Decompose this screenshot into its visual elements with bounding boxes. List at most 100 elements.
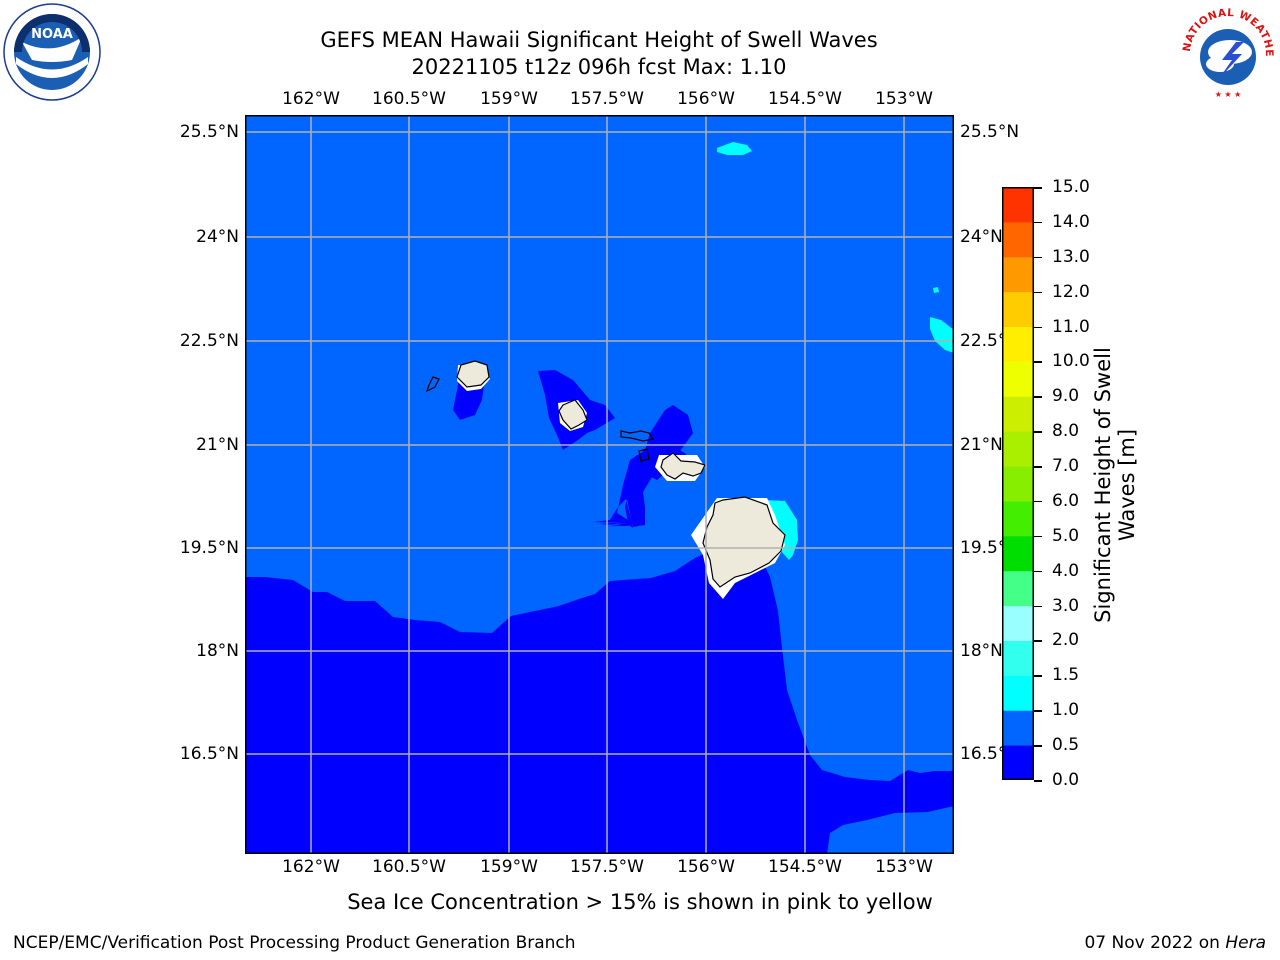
colorbar-tick-label: 15.0 bbox=[1052, 177, 1090, 197]
lon-label-bottom-162w: 162°W bbox=[282, 857, 340, 877]
colorbar-tick bbox=[1034, 710, 1042, 712]
colorbar-segment bbox=[1002, 291, 1034, 328]
lon-label-top-156w: 156°W bbox=[677, 89, 735, 109]
moderate-swell-patch-east bbox=[930, 317, 954, 353]
colorbar-segment bbox=[1002, 361, 1034, 397]
colorbar-segment bbox=[1002, 710, 1034, 746]
colorbar-tick bbox=[1034, 396, 1042, 398]
low-swell-region-south bbox=[245, 535, 954, 854]
land-big-island bbox=[702, 496, 786, 588]
land-oahu bbox=[558, 399, 588, 430]
noaa-logo-text: NOAA bbox=[31, 27, 73, 42]
lat-label-left-19-5n: 19.5°N bbox=[179, 538, 239, 558]
generation-date: 07 Nov 2022 on Hera bbox=[1084, 933, 1266, 953]
land-kauai bbox=[456, 360, 490, 388]
lon-label-bottom-159w: 159°W bbox=[480, 857, 538, 877]
host-name: Hera bbox=[1225, 933, 1266, 953]
lon-label-top-159w: 159°W bbox=[480, 89, 538, 109]
colorbar-segment bbox=[1002, 570, 1034, 607]
colorbar-tick-label: 14.0 bbox=[1052, 211, 1090, 232]
moderate-swell-patch-north bbox=[717, 142, 752, 155]
colorbar-tick-label: 0.0 bbox=[1052, 770, 1080, 790]
colorbar-tick-label: 13.0 bbox=[1052, 246, 1090, 267]
land-lanai bbox=[638, 448, 650, 462]
colorbar-segment bbox=[1002, 256, 1034, 293]
chart-title: GEFS MEAN Hawaii Significant Height of S… bbox=[320, 28, 878, 52]
moderate-swell-patch-east-small bbox=[933, 287, 939, 293]
colorbar-tick bbox=[1034, 745, 1042, 747]
lat-label-right-18n: 18°N bbox=[960, 641, 1003, 661]
colorbar-tick-label: 0.5 bbox=[1052, 735, 1080, 756]
colorbar-tick bbox=[1034, 291, 1042, 294]
lon-label-bottom-156w: 156°W bbox=[677, 857, 735, 877]
colorbar-title: Significant Height of Swell Waves [m] bbox=[1091, 347, 1139, 623]
lon-label-top-157-5w: 157.5°W bbox=[570, 89, 644, 109]
lat-label-left-16-5n: 16.5°N bbox=[179, 744, 239, 764]
colorbar-tick bbox=[1034, 361, 1042, 363]
colorbar-tick bbox=[1034, 605, 1042, 608]
colorbar-segment bbox=[1002, 640, 1034, 676]
lat-label-right-25-5n: 25.5°N bbox=[960, 122, 1020, 142]
map-frame bbox=[245, 115, 954, 854]
colorbar-tick-label: 4.0 bbox=[1052, 560, 1080, 581]
colorbar-tick-label: 5.0 bbox=[1052, 525, 1080, 546]
colorbar-tick bbox=[1034, 780, 1042, 782]
lat-label-left-25-5n: 25.5°N bbox=[179, 122, 239, 142]
lon-label-bottom-153w: 153°W bbox=[875, 857, 933, 877]
colorbar-segment bbox=[1002, 221, 1034, 258]
land-niihau bbox=[425, 376, 440, 393]
lat-label-right-21n: 21°N bbox=[960, 435, 1003, 455]
lat-label-left-18n: 18°N bbox=[196, 641, 239, 661]
lon-label-top-153w: 153°W bbox=[875, 89, 933, 109]
colorbar-segment bbox=[1002, 326, 1034, 362]
nws-logo: NATIONAL WEATHER SERVICE ★ ★ ★ bbox=[1178, 2, 1276, 100]
lon-label-bottom-154-5w: 154.5°W bbox=[768, 857, 842, 877]
lat-label-left-22-5n: 22.5°N bbox=[179, 331, 239, 351]
colorbar-tick-label: 3.0 bbox=[1052, 595, 1080, 616]
lon-label-bottom-160-5w: 160.5°W bbox=[372, 857, 446, 877]
producer-credit: NCEP/EMC/Verification Post Processing Pr… bbox=[13, 933, 576, 953]
colorbar-tick-label: 9.0 bbox=[1052, 386, 1080, 407]
colorbar-segment bbox=[1002, 187, 1034, 223]
generation-date-text: 07 Nov 2022 on bbox=[1084, 933, 1220, 953]
graticule bbox=[245, 115, 954, 854]
colorbar bbox=[1002, 187, 1034, 780]
colorbar-tick-label: 2.0 bbox=[1052, 630, 1080, 651]
colorbar-tick bbox=[1034, 326, 1042, 329]
colorbar-tick-label: 10.0 bbox=[1052, 351, 1090, 372]
colorbar-segment bbox=[1002, 431, 1034, 467]
colorbar-tick bbox=[1034, 466, 1042, 468]
colorbar-tick bbox=[1034, 675, 1042, 677]
lat-label-left-24n: 24°N bbox=[196, 227, 239, 247]
lon-label-bottom-157-5w: 157.5°W bbox=[570, 857, 644, 877]
colorbar-tick bbox=[1034, 256, 1042, 259]
lat-label-left-21n: 21°N bbox=[196, 435, 239, 455]
sea-ice-note: Sea Ice Concentration > 15% is shown in … bbox=[347, 890, 933, 914]
colorbar-tick bbox=[1034, 187, 1042, 189]
colorbar-segment bbox=[1002, 605, 1034, 641]
colorbar-tick-label: 12.0 bbox=[1052, 281, 1090, 302]
colorbar-tick-label: 6.0 bbox=[1052, 490, 1080, 511]
lon-label-top-154-5w: 154.5°W bbox=[768, 89, 842, 109]
colorbar-tick bbox=[1034, 535, 1042, 538]
colorbar-tick bbox=[1034, 500, 1042, 503]
colorbar-tick-label: 8.0 bbox=[1052, 421, 1080, 442]
colorbar-segment bbox=[1002, 396, 1034, 432]
colorbar-segment bbox=[1002, 745, 1034, 780]
colorbar-segment bbox=[1002, 535, 1034, 572]
chart-subtitle: 20221105 t12z 096h fcst Max: 1.10 bbox=[411, 55, 787, 79]
colorbar-tick bbox=[1034, 431, 1042, 433]
colorbar-tick-label: 11.0 bbox=[1052, 316, 1090, 337]
colorbar-tick bbox=[1034, 570, 1042, 573]
colorbar-segment bbox=[1002, 466, 1034, 502]
colorbar-tick bbox=[1034, 221, 1042, 224]
colorbar-tick-label: 7.0 bbox=[1052, 456, 1080, 477]
land-maui bbox=[660, 452, 706, 480]
colorbar-segment bbox=[1002, 675, 1034, 711]
colorbar-tick-label: 1.5 bbox=[1052, 665, 1080, 686]
colorbar-tick bbox=[1034, 640, 1042, 642]
colorbar-tick-label: 1.0 bbox=[1052, 700, 1080, 721]
noaa-logo: NOAA bbox=[3, 3, 101, 101]
svg-text:★ ★ ★: ★ ★ ★ bbox=[1215, 90, 1242, 99]
lon-label-top-160-5w: 160.5°W bbox=[372, 89, 446, 109]
